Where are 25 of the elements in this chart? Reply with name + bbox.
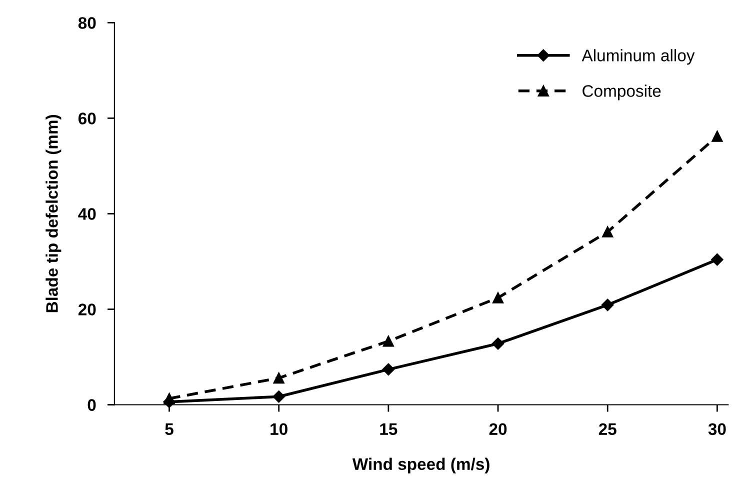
- y-axis-title: Blade tip defelction (mm): [46, 114, 62, 312]
- y-tick-label: 20: [78, 304, 96, 316]
- x-tick-label: 15: [380, 423, 398, 436]
- point: [382, 363, 395, 376]
- legend-label: Aluminum alloy: [582, 49, 695, 65]
- x-tick-label: 5: [165, 423, 174, 436]
- point: [492, 338, 504, 350]
- x-tick-label: 30: [708, 423, 726, 436]
- x-tick-label: 10: [270, 423, 288, 436]
- y-tick-label: 80: [78, 17, 96, 29]
- point: [602, 226, 614, 238]
- point: [382, 336, 394, 347]
- point: [492, 292, 504, 304]
- y-tick-label: 0: [88, 399, 96, 411]
- point: [712, 130, 723, 142]
- y-tick-label: 40: [78, 208, 96, 220]
- point: [602, 298, 614, 312]
- legend-label: Composite: [582, 84, 661, 100]
- x-axis-title: Wind speed (m/s): [352, 458, 490, 474]
- x-tick-label: 25: [598, 423, 616, 436]
- point: [711, 253, 724, 266]
- point: [273, 372, 284, 384]
- point: [272, 390, 285, 403]
- y-tick-label: 60: [78, 112, 96, 124]
- x-tick-label: 20: [489, 423, 507, 436]
